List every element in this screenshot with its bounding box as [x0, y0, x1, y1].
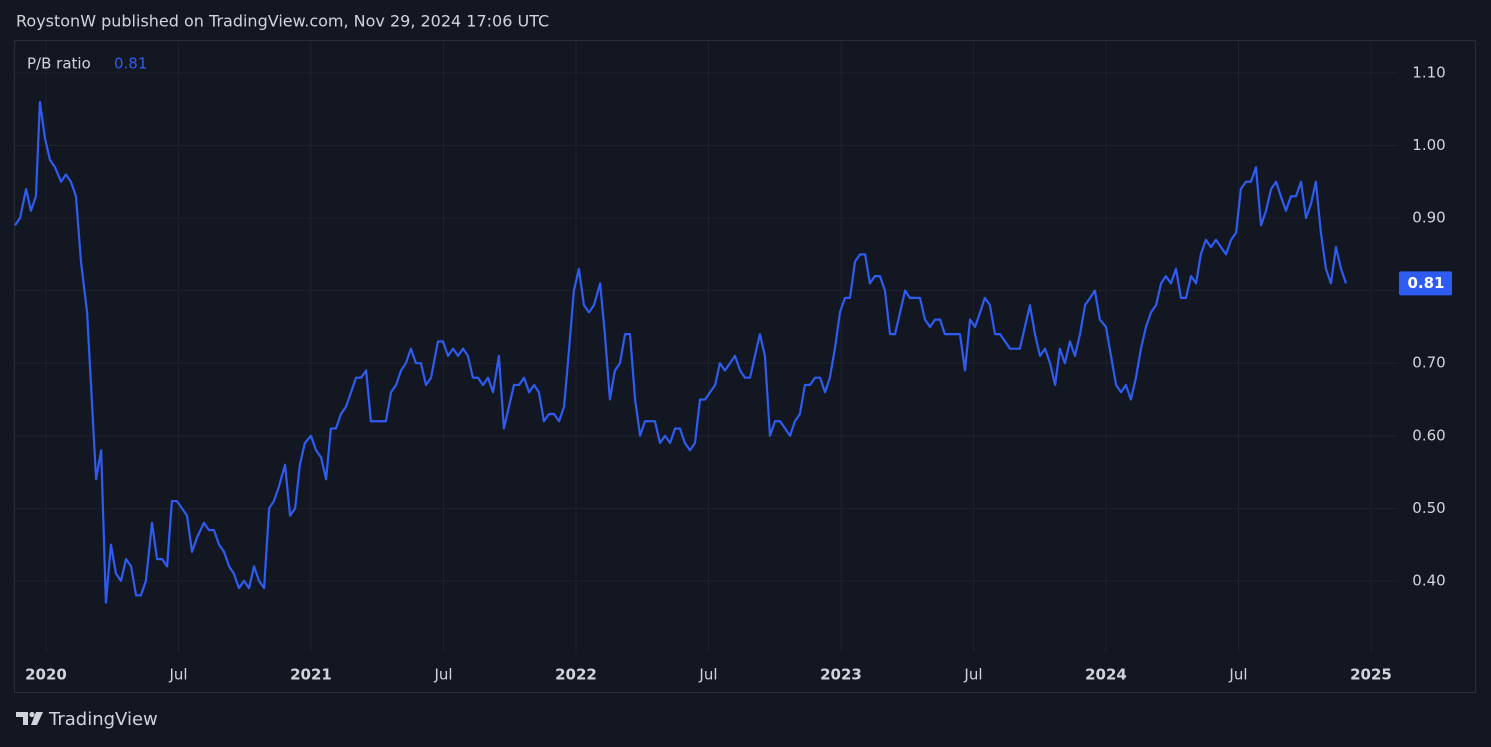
- x-tick-label: Jul: [698, 666, 717, 684]
- x-tick-label: 2025: [1350, 666, 1392, 684]
- y-tick-label: 0.90: [1412, 209, 1445, 227]
- x-tick-label: 2024: [1085, 666, 1127, 684]
- plot: [14, 100, 1348, 604]
- tradingview-logo: [16, 711, 43, 725]
- logo-mark: [16, 712, 28, 725]
- grid: [15, 41, 1398, 652]
- x-tick-label: Jul: [433, 666, 452, 684]
- y-tick-label: 0.60: [1412, 426, 1445, 444]
- y-tick-label: 1.10: [1412, 63, 1445, 81]
- logo-slash: [31, 712, 43, 725]
- y-tick-label: 0.50: [1412, 499, 1445, 517]
- last-value-badge: [1399, 271, 1452, 296]
- x-tick-label: 2020: [25, 666, 67, 684]
- legend-value: 0.81: [114, 55, 147, 73]
- x-tick-label: 2022: [555, 666, 597, 684]
- x-tick-label: Jul: [1228, 666, 1247, 684]
- x-tick-label: Jul: [963, 666, 982, 684]
- last-value-label: 0.81: [1407, 274, 1444, 292]
- y-tick-label: 0.40: [1412, 571, 1445, 589]
- legend-name: P/B ratio: [27, 55, 91, 73]
- x-tick-label: 2023: [820, 666, 862, 684]
- x-tick-label: 2021: [290, 666, 332, 684]
- footer-source: TradingView: [48, 709, 158, 730]
- y-tick-label: 0.70: [1412, 354, 1445, 372]
- x-tick-label: Jul: [168, 666, 187, 684]
- logo-dot: [29, 711, 35, 718]
- y-tick-label: 1.00: [1412, 136, 1445, 154]
- series-line: [14, 100, 1348, 604]
- chart-title: RoystonW published on TradingView.com, N…: [16, 12, 549, 31]
- chart-frame: [14, 40, 1476, 693]
